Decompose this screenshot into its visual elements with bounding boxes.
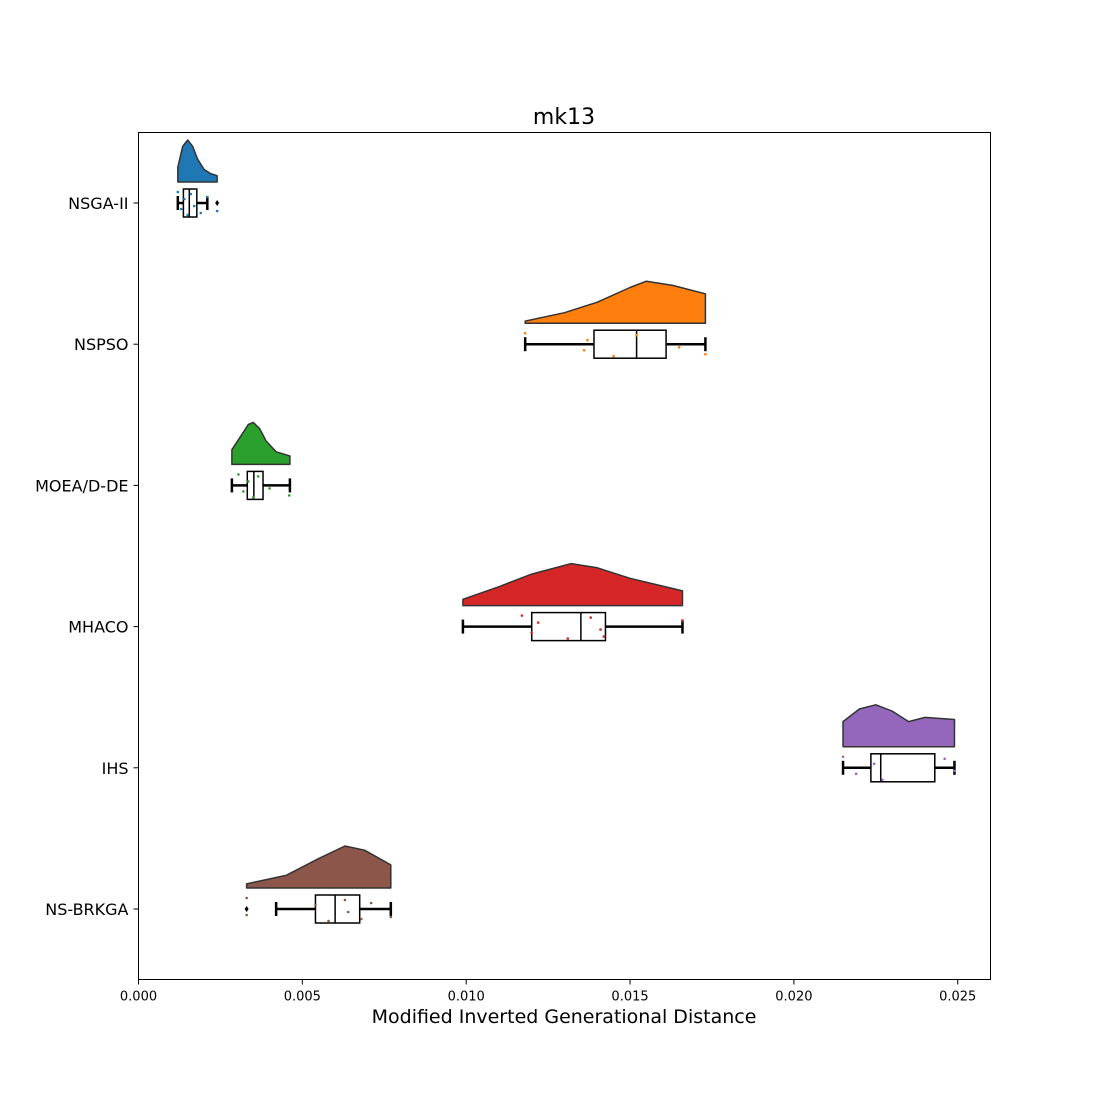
data-point xyxy=(256,475,260,478)
violin-cloud xyxy=(842,704,956,748)
data-point xyxy=(612,354,615,358)
data-point xyxy=(314,903,317,907)
data-point xyxy=(536,621,540,624)
series-group xyxy=(176,139,220,218)
data-point xyxy=(287,494,291,497)
data-point xyxy=(389,915,393,919)
data-point xyxy=(206,195,209,199)
data-point xyxy=(520,614,524,617)
plot-frame xyxy=(138,132,991,980)
data-point xyxy=(192,204,196,208)
violin-cloud xyxy=(245,845,392,889)
chart-title: mk13 xyxy=(533,105,595,130)
data-point xyxy=(881,778,884,782)
iqr-box xyxy=(530,611,607,642)
x-tick-label: 0.000 xyxy=(120,990,157,1005)
x-axis-label: Modified Inverted Generational Distance xyxy=(372,1006,757,1028)
data-point xyxy=(176,190,180,194)
data-point xyxy=(635,333,638,337)
series-group xyxy=(244,845,393,924)
data-point xyxy=(602,635,606,638)
data-point xyxy=(586,338,589,342)
data-point xyxy=(582,348,586,352)
x-tick-label: 0.025 xyxy=(939,990,976,1005)
category-label: MOEA/D-DE xyxy=(35,476,128,495)
data-point xyxy=(327,919,330,923)
x-axis: 0.000 0.005 0.010 0.015 0.020 0.025 xyxy=(120,979,976,1005)
data-point xyxy=(343,898,347,902)
data-point xyxy=(589,616,593,619)
data-point xyxy=(841,755,845,759)
data-point xyxy=(245,896,248,900)
violin-cloud xyxy=(231,421,291,466)
category-label: NSGA-II xyxy=(68,194,128,213)
data-point xyxy=(369,901,373,905)
x-tick-label: 0.015 xyxy=(611,990,648,1005)
series-group xyxy=(841,704,956,783)
data-point xyxy=(237,473,240,476)
outlier-marker xyxy=(215,200,220,206)
iqr-box xyxy=(593,329,667,359)
iqr-box xyxy=(246,470,264,501)
data-point xyxy=(183,197,186,201)
x-tick-label: 0.020 xyxy=(775,990,812,1005)
outlier-marker xyxy=(244,906,249,912)
iqr-box xyxy=(314,894,361,924)
iqr-box xyxy=(870,753,936,783)
iqr-box xyxy=(182,188,198,218)
data-point xyxy=(704,352,707,356)
data-point xyxy=(953,769,956,773)
data-point xyxy=(215,209,219,213)
data-point xyxy=(681,619,684,622)
data-point xyxy=(872,762,876,766)
data-point xyxy=(242,490,245,493)
data-point xyxy=(360,917,363,921)
violin-cloud xyxy=(177,139,218,183)
category-label: IHS xyxy=(102,759,129,778)
data-point xyxy=(179,207,183,211)
data-point xyxy=(599,628,602,631)
data-point xyxy=(523,331,527,335)
data-point xyxy=(199,211,203,215)
data-point xyxy=(251,496,255,499)
x-tick-label: 0.005 xyxy=(284,990,321,1005)
data-point xyxy=(246,480,250,483)
series-group xyxy=(461,562,684,642)
violin-cloud xyxy=(462,562,684,607)
data-point xyxy=(189,192,193,196)
x-tick-label: 0.010 xyxy=(448,990,485,1005)
data-point xyxy=(346,910,350,914)
series-group xyxy=(523,280,707,359)
data-point xyxy=(566,637,570,640)
data-point xyxy=(245,913,248,917)
data-point xyxy=(268,487,271,490)
series-group xyxy=(230,421,292,501)
data-point xyxy=(530,631,534,634)
plot-area xyxy=(176,139,956,924)
violin-cloud xyxy=(524,280,707,324)
data-point xyxy=(677,345,681,349)
category-label: NS-BRKGA xyxy=(45,900,128,919)
y-axis: NSGA-II NSPSO MOEA/D-DE MHACO IHS NS-BRKGA xyxy=(35,194,139,919)
category-label: MHACO xyxy=(68,618,128,637)
data-point xyxy=(943,757,946,761)
data-point xyxy=(186,213,189,217)
data-point xyxy=(854,772,858,776)
category-label: NSPSO xyxy=(74,335,129,354)
